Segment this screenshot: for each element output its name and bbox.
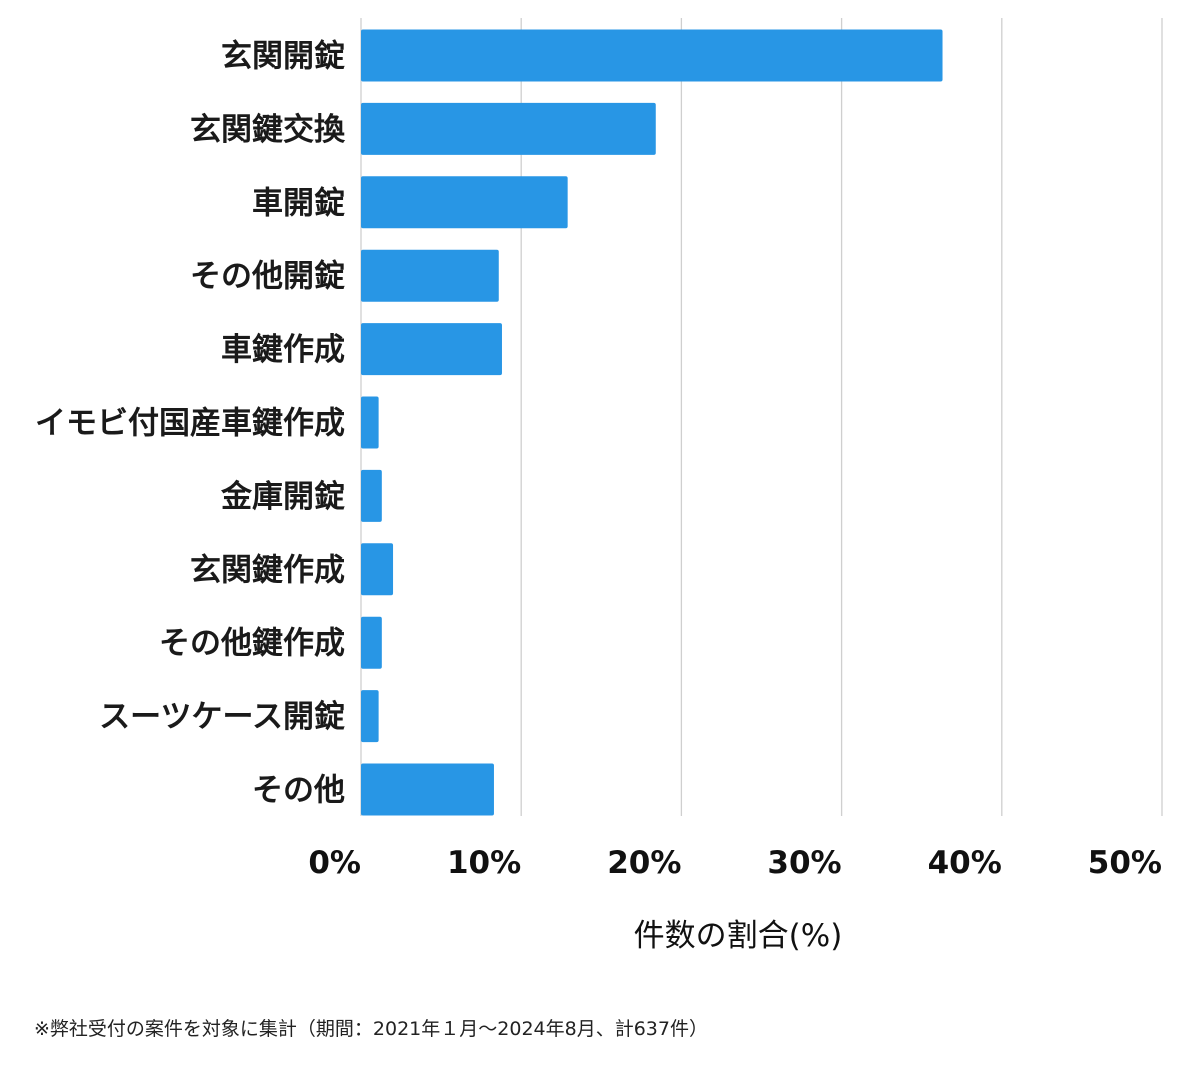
category-label: 玄関開錠 — [221, 39, 345, 75]
bar — [361, 396, 379, 449]
bar — [361, 616, 382, 669]
bar — [361, 543, 394, 596]
bar-chart: 玄関開錠玄関鍵交換車開錠その他開錠車鍵作成イモビ付国産車鍵作成金庫開錠玄関鍵作成… — [35, 18, 1163, 954]
x-tick-label: 20% — [607, 845, 681, 881]
category-label: 金庫開錠 — [220, 479, 345, 515]
bar — [361, 690, 379, 743]
category-label: スーツケース開錠 — [99, 699, 345, 735]
category-label: 玄関鍵交換 — [190, 112, 346, 148]
category-label: 車鍵作成 — [221, 332, 345, 368]
category-labels: 玄関開錠玄関鍵交換車開錠その他開錠車鍵作成イモビ付国産車鍵作成金庫開錠玄関鍵作成… — [35, 39, 346, 809]
x-tick-label: 0% — [308, 845, 361, 881]
bar — [361, 102, 656, 155]
footnote: ※弊社受付の案件を対象に集計（期間：2021年１月〜2024年8月、計637件） — [34, 1018, 708, 1040]
x-tick-label: 50% — [1088, 845, 1162, 881]
category-label: その他鍵作成 — [159, 626, 345, 662]
category-label: 玄関鍵作成 — [190, 552, 345, 588]
category-label: 車開錠 — [252, 185, 345, 221]
bar — [361, 323, 502, 376]
category-label: イモビ付国産車鍵作成 — [35, 406, 345, 442]
x-axis-title: 件数の割合(%) — [634, 918, 843, 954]
x-tick-label: 30% — [767, 845, 841, 881]
x-tick-labels: 0% 10% 20% 30% 40% 50% — [308, 845, 1162, 881]
bar — [361, 469, 382, 522]
x-tick-label: 10% — [447, 845, 521, 881]
category-label: その他 — [252, 773, 345, 809]
bar — [361, 176, 568, 229]
bars — [361, 29, 943, 816]
bar — [361, 29, 943, 82]
bar — [361, 249, 499, 302]
x-tick-label: 40% — [928, 845, 1002, 881]
category-label: その他開錠 — [190, 259, 345, 295]
bar — [361, 763, 494, 816]
